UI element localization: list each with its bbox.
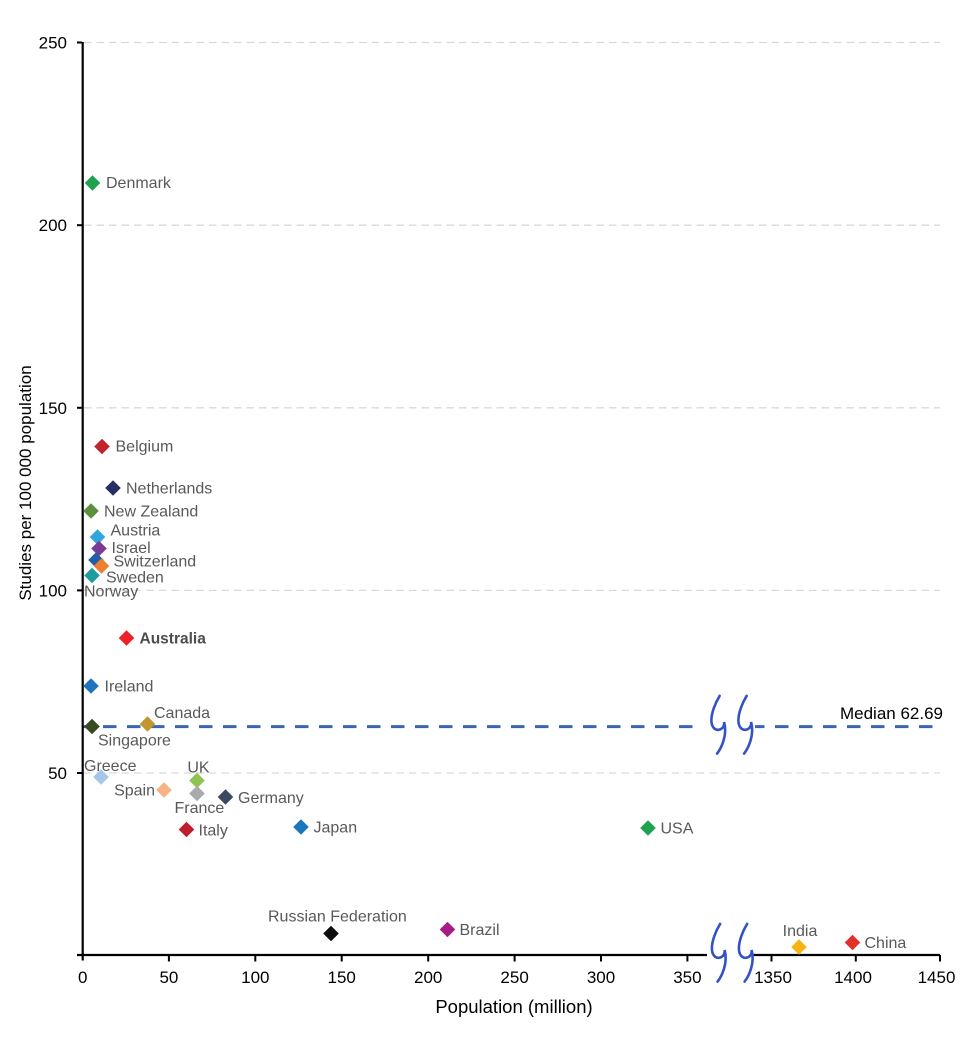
- svg-text:Ireland: Ireland: [105, 679, 154, 696]
- svg-text:1400: 1400: [834, 968, 872, 987]
- svg-text:USA: USA: [661, 821, 694, 838]
- svg-text:Norway: Norway: [84, 584, 138, 601]
- svg-text:Canada: Canada: [154, 705, 210, 722]
- svg-text:Israel: Israel: [112, 540, 151, 557]
- svg-text:Singapore: Singapore: [98, 733, 171, 750]
- svg-text:Brazil: Brazil: [460, 922, 500, 939]
- svg-text:Greece: Greece: [84, 758, 137, 775]
- svg-text:Belgium: Belgium: [116, 439, 174, 456]
- svg-text:Germany: Germany: [238, 790, 304, 807]
- svg-text:0: 0: [78, 968, 87, 987]
- svg-text:300: 300: [587, 968, 615, 987]
- svg-text:Spain: Spain: [114, 783, 155, 800]
- svg-text:Population (million): Population (million): [435, 996, 592, 1017]
- svg-text:Netherlands: Netherlands: [126, 481, 212, 498]
- svg-text:Switzerland: Switzerland: [114, 554, 197, 571]
- svg-text:New Zealand: New Zealand: [104, 504, 198, 521]
- svg-text:150: 150: [328, 968, 356, 987]
- svg-text:1450: 1450: [918, 968, 956, 987]
- svg-text:Japan: Japan: [314, 820, 358, 837]
- svg-text:UK: UK: [187, 760, 210, 777]
- svg-text:100: 100: [39, 581, 67, 600]
- svg-text:1350: 1350: [754, 968, 792, 987]
- svg-text:Median 62.69: Median 62.69: [840, 704, 943, 723]
- svg-text:Denmark: Denmark: [106, 175, 172, 192]
- svg-text:100: 100: [241, 968, 269, 987]
- svg-text:350: 350: [673, 968, 701, 987]
- svg-text:China: China: [865, 935, 907, 952]
- svg-text:250: 250: [500, 968, 528, 987]
- svg-text:India: India: [783, 923, 818, 940]
- svg-text:France: France: [175, 800, 225, 817]
- svg-text:200: 200: [414, 968, 442, 987]
- svg-text:Russian Federation: Russian Federation: [268, 909, 407, 926]
- svg-text:150: 150: [39, 399, 67, 418]
- svg-text:Sweden: Sweden: [106, 570, 164, 587]
- svg-text:Studies per 100 000 population: Studies per 100 000 population: [16, 365, 35, 600]
- svg-text:200: 200: [39, 216, 67, 235]
- svg-text:Italy: Italy: [199, 823, 228, 840]
- svg-text:250: 250: [39, 34, 67, 53]
- svg-text:Austria: Austria: [111, 523, 161, 540]
- svg-text:Australia: Australia: [140, 631, 207, 648]
- svg-text:50: 50: [159, 968, 178, 987]
- svg-text:50: 50: [48, 764, 67, 783]
